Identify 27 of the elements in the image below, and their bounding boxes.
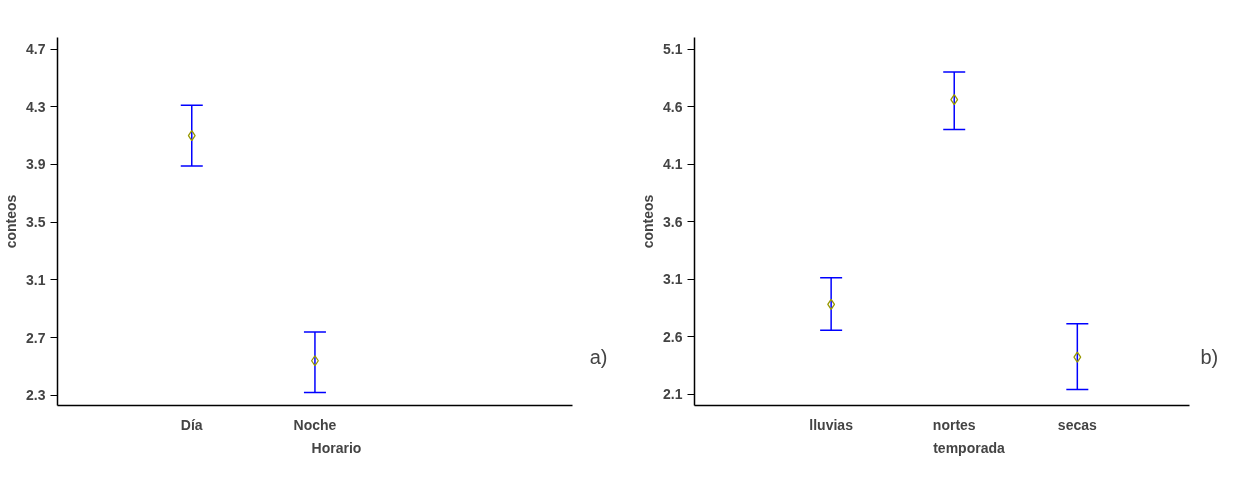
x-tick-label: Día — [180, 416, 203, 433]
point — [1073, 351, 1082, 363]
x-axis-title: Horario — [311, 439, 362, 456]
x-tick-label: nortes — [932, 416, 976, 433]
y-tick-label: 3.9 — [26, 156, 46, 173]
y-tick-label: 3.1 — [663, 271, 683, 287]
y-tick-label: 5.1 — [663, 41, 683, 57]
y-tick-label: 4.6 — [663, 98, 683, 115]
y-tick-label: 3.5 — [26, 214, 46, 231]
x-tick-label: lluvias — [809, 416, 854, 433]
y-tick-label: 4.7 — [26, 41, 46, 58]
y-tick-label: 2.7 — [26, 329, 46, 346]
y-tick-label: 2.3 — [26, 387, 46, 404]
x-tick-label: Noche — [293, 416, 337, 433]
y-tick-label: 2.6 — [663, 328, 683, 345]
text: b) — [1200, 345, 1219, 368]
y-tick-label: 4.3 — [26, 98, 46, 115]
y-axis-title: conteos — [640, 194, 657, 249]
y-tick-label: 2.1 — [663, 386, 683, 402]
y-tick-label: 3.1 — [26, 271, 46, 288]
y-tick-label: 4.1 — [663, 156, 683, 172]
x-tick-label: secas — [1057, 416, 1097, 433]
y-tick-label: 3.6 — [663, 213, 683, 230]
y-axis-title: conteos — [3, 194, 20, 249]
text: a) — [589, 345, 608, 368]
x-axis-title: temporada — [933, 439, 1005, 456]
point — [827, 298, 836, 310]
